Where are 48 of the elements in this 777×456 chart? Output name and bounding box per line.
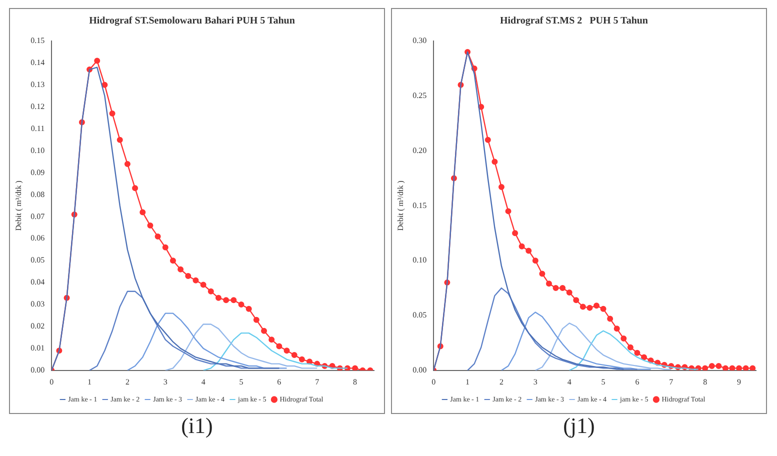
y-tick-label: 0.05 — [412, 310, 427, 320]
y-tick-label: 0.10 — [412, 256, 427, 265]
y-tick-label: 0.20 — [412, 146, 427, 155]
x-tick-label: 6 — [277, 377, 282, 386]
y-tick-label: 0.04 — [30, 278, 45, 287]
x-tick-label: 3 — [533, 377, 538, 386]
y-tick-label: 0.00 — [412, 365, 427, 374]
x-tick-label: 5 — [601, 377, 606, 386]
y-tick-label: 0.13 — [30, 80, 45, 90]
y-tick-label: 0.02 — [30, 322, 45, 331]
y-tick-label: 0.09 — [30, 168, 45, 177]
x-tick-label: 8 — [703, 377, 708, 386]
text: (i1) — [181, 413, 213, 438]
x-tick-label: 3 — [163, 377, 168, 386]
y-tick-label: 0.06 — [30, 234, 45, 243]
y-tick-label: 0.15 — [30, 36, 45, 46]
x-tick-label: 0 — [432, 377, 436, 386]
x-tick-label: 5 — [239, 377, 244, 386]
y-axis-title: Debit ( m³/dtk ) — [396, 180, 405, 231]
x-tick-label: 7 — [669, 377, 674, 386]
y-tick-label: 0.01 — [30, 344, 45, 353]
y-tick-label: 0.05 — [30, 256, 45, 265]
y-tick-label: 0.10 — [30, 146, 45, 155]
chart-title: Hidrograf ST.MS 2 PUH 5 Tahun — [500, 16, 648, 27]
x-tick-label: 1 — [88, 377, 92, 386]
y-tick-label: 0.00 — [30, 365, 45, 374]
y-tick-label: 0.15 — [412, 200, 427, 210]
y-tick-label: 0.14 — [30, 58, 45, 68]
chart-title: Hidrograf ST.Semolowaru Bahari PUH 5 Tahun — [89, 16, 296, 27]
x-tick-label: 2 — [499, 377, 504, 386]
y-tick-label: 0.03 — [30, 300, 45, 309]
y-axis-title: Debit ( m³/dtk ) — [14, 180, 23, 231]
x-tick-label: 7 — [315, 377, 320, 386]
x-tick-label: 4 — [201, 377, 206, 386]
x-tick-label: 0 — [50, 377, 54, 386]
x-tick-label: 2 — [125, 377, 130, 386]
x-tick-label: 1 — [466, 377, 470, 386]
x-tick-label: 9 — [737, 377, 742, 386]
x-tick-label: 6 — [635, 377, 640, 386]
text: (j1) — [563, 413, 595, 438]
y-tick-label: 0.08 — [30, 190, 45, 199]
y-tick-label: 0.25 — [412, 90, 427, 100]
y-tick-label: 0.30 — [412, 36, 427, 46]
x-tick-label: 4 — [567, 377, 572, 386]
x-tick-label: 8 — [353, 377, 358, 386]
y-tick-label: 0.11 — [30, 124, 45, 133]
y-tick-label: 0.07 — [30, 212, 45, 221]
y-tick-label: 0.12 — [30, 102, 45, 111]
